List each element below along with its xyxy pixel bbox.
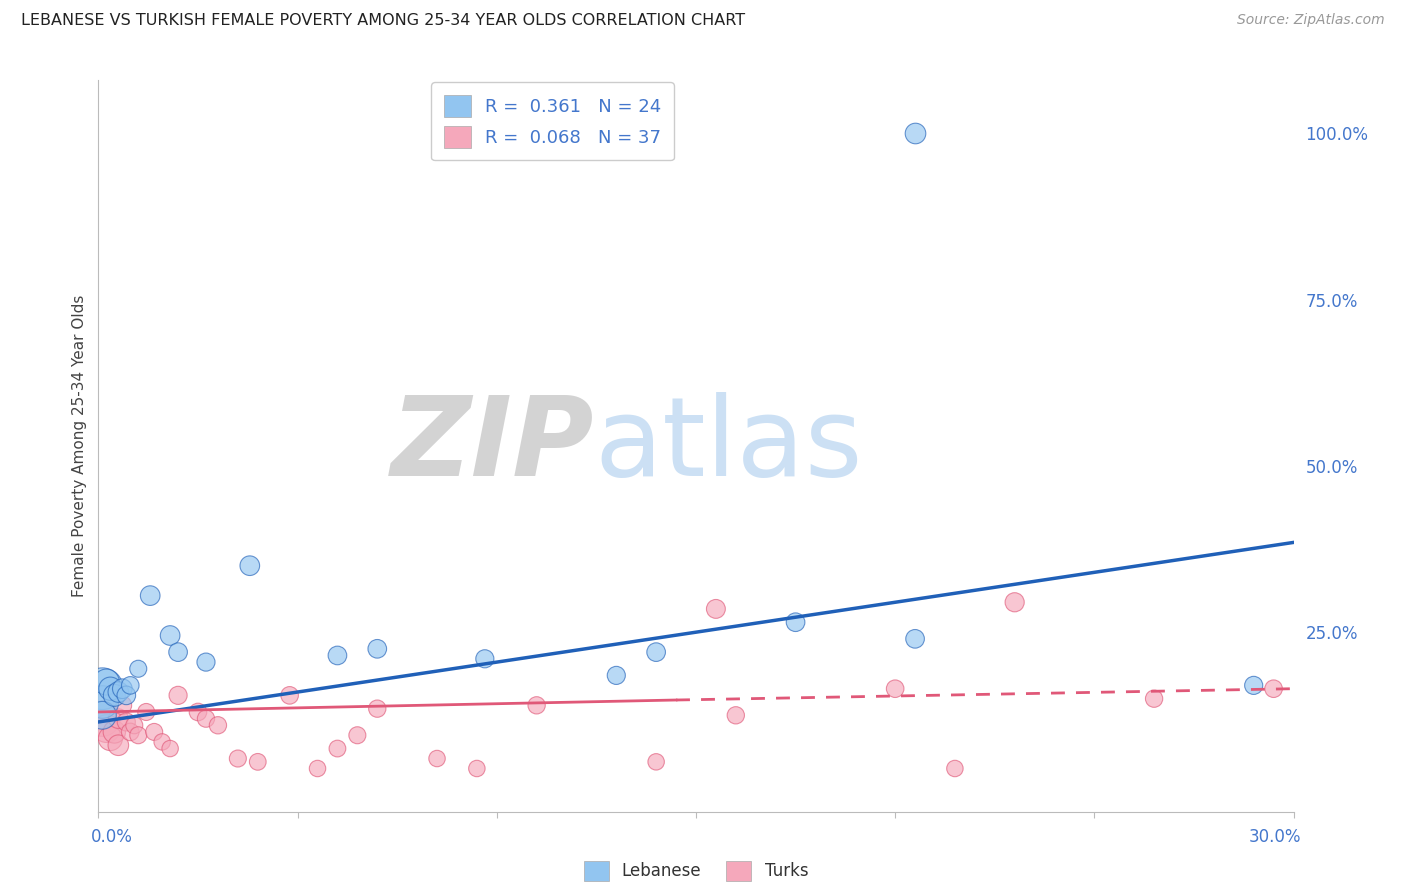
Point [103,725,125,739]
Point [195,655,218,669]
Legend: Lebanese, Turks: Lebanese, Turks [576,854,815,888]
Text: Source: ZipAtlas.com: Source: ZipAtlas.com [1237,13,1385,28]
Point [704,602,727,616]
Point [326,741,349,756]
Y-axis label: Female Poverty Among 25-34 Year Olds: Female Poverty Among 25-34 Year Olds [72,295,87,597]
Point [100,731,122,746]
Point [884,681,907,696]
Point [159,628,181,642]
Text: ZIP: ZIP [391,392,595,500]
Point [366,641,388,656]
Point [346,728,368,742]
Point [120,678,142,692]
Point [91,712,114,726]
Point [226,751,249,765]
Point [115,689,138,703]
Point [107,738,129,752]
Point [167,689,190,703]
Point [526,698,548,713]
Point [91,708,114,723]
Point [103,689,125,703]
Point [150,735,173,749]
Point [107,712,129,726]
Point [91,695,114,709]
Point [1143,691,1166,706]
Point [239,558,262,573]
Text: LEBANESE VS TURKISH FEMALE POVERTY AMONG 25-34 YEAR OLDS CORRELATION CHART: LEBANESE VS TURKISH FEMALE POVERTY AMONG… [21,13,745,29]
Text: atlas: atlas [595,392,863,500]
Point [96,722,118,736]
Text: 0.0%: 0.0% [90,829,132,847]
Point [115,714,138,729]
Point [143,725,166,739]
Point [366,701,388,715]
Point [139,589,162,603]
Point [195,712,218,726]
Point [278,689,301,703]
Point [1263,681,1285,696]
Point [645,755,668,769]
Point [207,718,229,732]
Point [246,755,269,769]
Point [159,741,181,756]
Point [904,632,927,646]
Point [127,662,149,676]
Point [135,705,157,719]
Point [904,127,927,141]
Point [605,668,627,682]
Point [187,705,209,719]
Point [645,645,668,659]
Point [111,681,134,696]
Point [91,681,114,696]
Point [107,685,129,699]
Point [1243,678,1265,692]
Text: 30.0%: 30.0% [1249,829,1302,847]
Point [465,762,488,776]
Point [307,762,329,776]
Point [426,751,449,765]
Point [943,762,966,776]
Point [127,728,149,742]
Point [167,645,190,659]
Point [100,681,122,696]
Point [1004,595,1026,609]
Point [724,708,747,723]
Point [124,718,146,732]
Point [326,648,349,663]
Point [96,675,118,690]
Point [785,615,807,630]
Point [474,652,496,666]
Point [120,725,142,739]
Point [111,698,134,713]
